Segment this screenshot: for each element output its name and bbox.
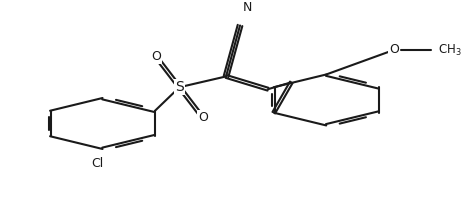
Text: O: O xyxy=(151,50,161,63)
Text: S: S xyxy=(175,80,184,94)
Text: Cl: Cl xyxy=(92,157,104,170)
Text: O: O xyxy=(389,44,399,56)
Text: CH$_3$: CH$_3$ xyxy=(438,42,462,57)
Text: N: N xyxy=(242,1,252,14)
Text: O: O xyxy=(198,111,208,124)
